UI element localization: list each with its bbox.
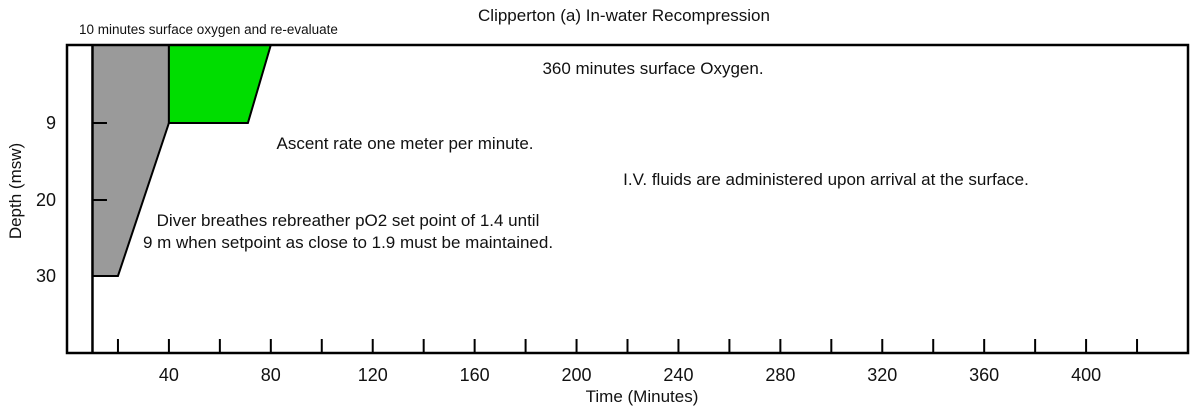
x-tick-label: 360 (969, 365, 999, 385)
x-tick-label: 320 (867, 365, 897, 385)
x-tick-label: 240 (663, 365, 693, 385)
x-tick-label: 120 (358, 365, 388, 385)
x-tick-label: 80 (261, 365, 281, 385)
y-tick-label: 30 (36, 266, 56, 286)
annotation-surface-oxygen: 360 minutes surface Oxygen. (542, 59, 764, 78)
annotation-ascent-rate: Ascent rate one meter per minute. (276, 134, 534, 153)
annotation-rebreather-line2: 9 m when setpoint as close to 1.9 must b… (142, 233, 554, 252)
annotation-iv-fluids: I.V. fluids are administered upon arriva… (623, 170, 1029, 189)
x-axis-label: Time (Minutes) (585, 387, 699, 406)
y-tick-label: 20 (36, 190, 56, 210)
y-tick-label: 9 (46, 113, 56, 133)
x-tick-label: 200 (562, 365, 592, 385)
area-oxygen-stop-at-9m (167, 44, 273, 124)
y-axis-label: Depth (msw) (6, 142, 25, 240)
annotation-rebreather-line1: Diver breathes rebreather pO2 set point … (156, 211, 540, 230)
x-tick-label: 40 (159, 365, 179, 385)
x-tick-label: 280 (765, 365, 795, 385)
x-tick-label: 160 (460, 365, 490, 385)
chart-title: Clipperton (a) In-water Recompression (478, 6, 770, 25)
annotation-rebreather: Diver breathes rebreather pO2 set point … (143, 210, 553, 254)
x-axis: 40 80 120 160 200 240 280 320 360 400 (116, 339, 1139, 385)
y-axis: 9 20 30 (36, 113, 107, 286)
x-tick-label: 400 (1071, 365, 1101, 385)
annotation-initial-surface-oxygen: 10 minutes surface oxygen and re-evaluat… (79, 22, 338, 37)
